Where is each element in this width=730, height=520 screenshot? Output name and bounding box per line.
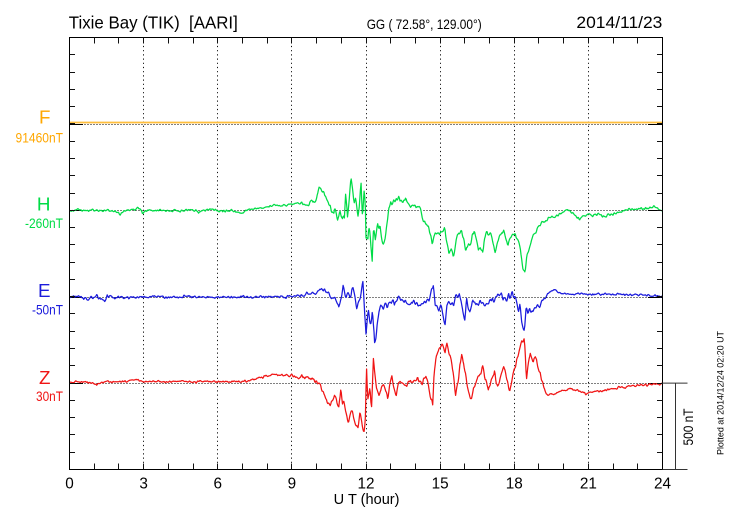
svg-text:U T (hour): U T (hour) (334, 492, 400, 508)
svg-text:30nT: 30nT (36, 389, 63, 404)
svg-text:24: 24 (654, 475, 672, 492)
svg-text:6: 6 (214, 475, 223, 492)
svg-text:-260nT: -260nT (25, 216, 63, 231)
svg-text:18: 18 (506, 475, 523, 492)
svg-text:Z: Z (39, 367, 50, 388)
svg-text:12: 12 (357, 475, 374, 492)
svg-text:Tixie Bay (TIK) [AARI]: Tixie Bay (TIK) [AARI] (69, 13, 238, 33)
svg-text:21: 21 (580, 475, 597, 492)
svg-text:500 nT: 500 nT (681, 409, 696, 446)
svg-text:9: 9 (288, 475, 297, 492)
svg-text:91460nT: 91460nT (16, 131, 64, 146)
svg-text:3: 3 (139, 475, 148, 492)
svg-text:E: E (38, 280, 51, 301)
svg-text:-50nT: -50nT (32, 303, 63, 318)
svg-text:F: F (39, 107, 50, 128)
svg-text:15: 15 (432, 475, 449, 492)
svg-text:2014/11/23: 2014/11/23 (576, 13, 662, 32)
svg-text:Plotted at 2014/12/24 02:20 UT: Plotted at 2014/12/24 02:20 UT (715, 331, 725, 455)
svg-text:GG ( 72.58°, 129.00°): GG ( 72.58°, 129.00°) (367, 17, 482, 32)
svg-text:0: 0 (65, 475, 74, 492)
svg-text:H: H (37, 194, 51, 215)
